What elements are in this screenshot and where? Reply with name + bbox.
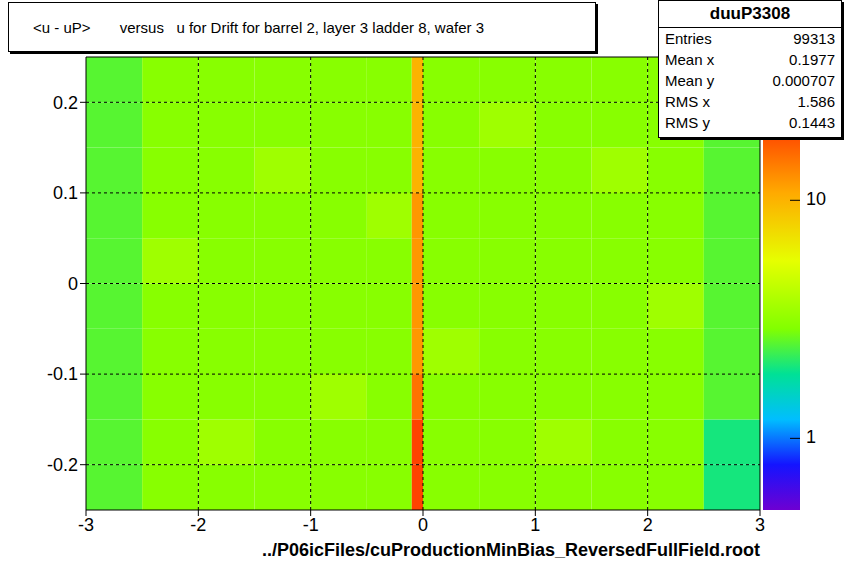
html-text:1: 1 xyxy=(806,427,816,448)
html-text:duuP3308: duuP3308 xyxy=(709,4,791,23)
svg-text:-3: -3 xyxy=(78,515,94,535)
svg-text:2: 2 xyxy=(643,515,653,535)
svg-text:1: 1 xyxy=(530,515,540,535)
html-text:10: 10 xyxy=(806,189,826,210)
html-text:<u - uP> versus u for Drift fo: <u - uP> versus u for Drift for barrel 2… xyxy=(33,18,484,36)
html-text:0.1443: 0.1443 xyxy=(789,114,835,131)
svg-text:-0.2: -0.2 xyxy=(47,455,78,475)
html-text:1.586: 1.586 xyxy=(797,93,835,110)
html-text:Mean x: Mean x xyxy=(665,51,715,68)
html-text:Entries: Entries xyxy=(665,30,712,47)
svg-text:-0.1: -0.1 xyxy=(47,364,78,384)
html-text:RMS x: RMS x xyxy=(665,93,710,110)
html-text:Mean y: Mean y xyxy=(665,72,715,89)
svg-text:-2: -2 xyxy=(190,515,206,535)
html-text:../P06icFiles/cuProductionMinB: ../P06icFiles/cuProductionMinBias_Revers… xyxy=(261,540,760,560)
html-text:0.1977: 0.1977 xyxy=(789,51,835,68)
html-text:RMS y: RMS y xyxy=(665,114,710,131)
html-text:99313: 99313 xyxy=(793,30,835,47)
html-text:0.000707: 0.000707 xyxy=(772,72,835,89)
svg-text:0.1: 0.1 xyxy=(53,183,78,203)
svg-text:-1: -1 xyxy=(303,515,319,535)
svg-text:0.2: 0.2 xyxy=(53,93,78,113)
svg-text:3: 3 xyxy=(755,515,765,535)
svg-text:0: 0 xyxy=(418,515,428,535)
svg-text:0: 0 xyxy=(68,274,78,294)
